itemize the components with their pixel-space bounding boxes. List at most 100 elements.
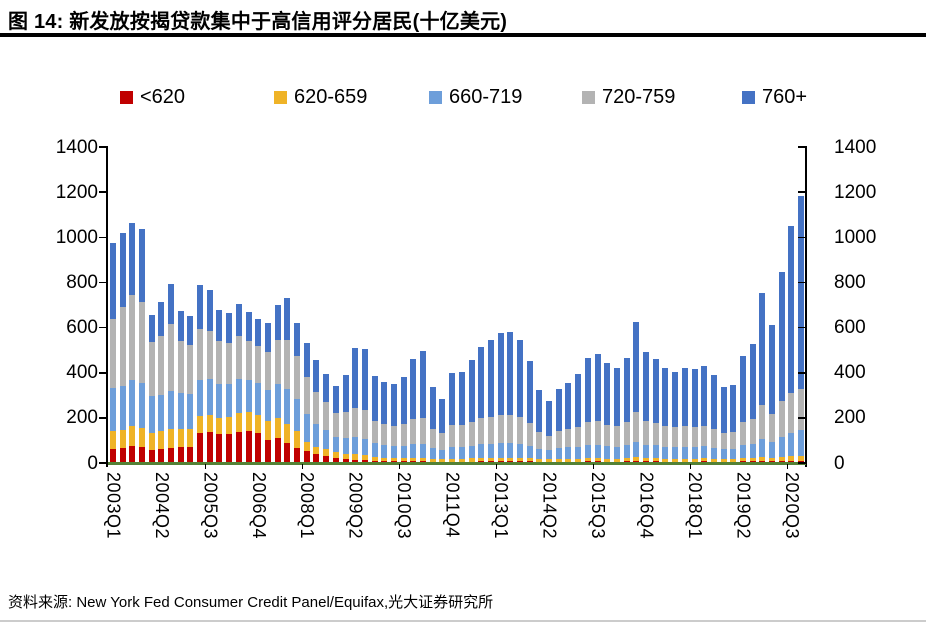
bar-segment [517,417,523,444]
bar-segment [517,457,523,462]
bar-segment [129,294,136,380]
bar-segment [216,341,223,384]
bottom-divider [0,620,926,622]
y-tick-right [798,191,806,193]
bar-segment [177,310,184,341]
bar-segment [197,328,204,380]
bar-segment [546,459,553,462]
bar-segment [410,359,417,420]
bar-segment [148,450,155,463]
bar-segment [109,319,116,389]
bar-segment [187,316,194,346]
bar-segment [487,457,494,462]
bar-segment [652,445,659,459]
y-tick-right [798,417,806,419]
bar-segment [245,379,252,413]
bar-segment [187,345,194,395]
legend-swatch-below-620-icon [120,90,133,104]
bar-segment [730,448,737,459]
bar-segment [274,437,281,463]
bar-segment [788,432,795,457]
bar-segment [342,458,349,463]
bar-segment [468,445,475,459]
y-tick-label-left: 1000 [55,226,98,248]
y-tick-left [99,326,107,329]
bar-segment [332,452,339,459]
bar-segment [672,458,679,462]
bar-segment [371,443,378,457]
bar-segment [303,343,310,377]
bar-segment [303,414,310,442]
y-tick-right [798,146,806,148]
legend-item-720-759: 720-759 [582,86,675,108]
bar-segment [778,400,785,437]
y-tick-label-left: 1400 [55,136,98,158]
x-tick-label: 2018Q1 [685,472,705,540]
title-rule [0,33,926,37]
plot-area [108,147,806,463]
bar-segment [361,349,368,410]
bar-segment [216,433,223,463]
bar-segment [400,458,407,462]
y-tick-label-right: 1200 [834,181,877,203]
bar-segment [410,457,417,462]
bar-segment [390,457,397,462]
bar-segment [623,357,630,423]
bar-segment [536,431,543,449]
y-tick-left [99,462,107,464]
bar-segment [536,389,543,432]
y-tick-label-left: 400 [66,362,98,384]
bar-segment [517,443,523,458]
bar-segment [284,298,291,340]
bar-segment [168,448,174,463]
y-axis-right [805,146,807,467]
bar-segment [526,423,533,446]
bar-segment [439,433,446,450]
bar-segment [594,458,601,462]
bar-segment [235,413,242,432]
bar-segment [420,443,427,458]
bar-segment [565,447,572,459]
bar-segment [623,444,630,459]
bar-segment [633,457,640,462]
bar-segment [458,371,465,426]
bar-segment [613,367,620,427]
x-tick [786,464,789,469]
bar-segment [497,332,504,415]
bar-segment [168,323,174,391]
bar-segment [129,222,136,295]
y-tick-left [99,146,107,148]
bar-segment [303,450,310,463]
bar-segment [420,417,427,444]
bar-segment [497,414,504,443]
bar-segment [643,420,650,445]
bar-segment [235,336,242,380]
bar-segment [332,386,339,413]
bar-segment [245,341,252,380]
bar-segment [138,229,145,302]
bar-segment [313,360,320,392]
bar-segment [468,422,475,446]
bar-segment [264,323,271,352]
bar-segment [109,242,116,320]
bar-segment [594,421,601,445]
bar-segment [158,395,165,432]
bar-segment [255,346,262,384]
bar-segment [497,442,504,458]
bar-segment [449,425,456,447]
bar-segment [255,383,262,415]
y-tick-label-left: 600 [66,317,98,339]
source-note: 资料来源: New York Fed Consumer Credit Panel… [8,594,494,611]
x-tick [204,464,207,469]
bar-segment [410,444,417,458]
bar-segment [730,431,737,449]
y-tick-label-right: 0 [834,452,845,474]
bar-segment [623,458,630,462]
bar-segment [584,422,591,445]
bar-segment [255,432,262,463]
y-tick-label-right: 600 [834,317,866,339]
bar-segment [177,393,184,430]
bar-segment [526,458,533,462]
bar-segment [710,447,717,459]
bar-segment [400,424,407,446]
